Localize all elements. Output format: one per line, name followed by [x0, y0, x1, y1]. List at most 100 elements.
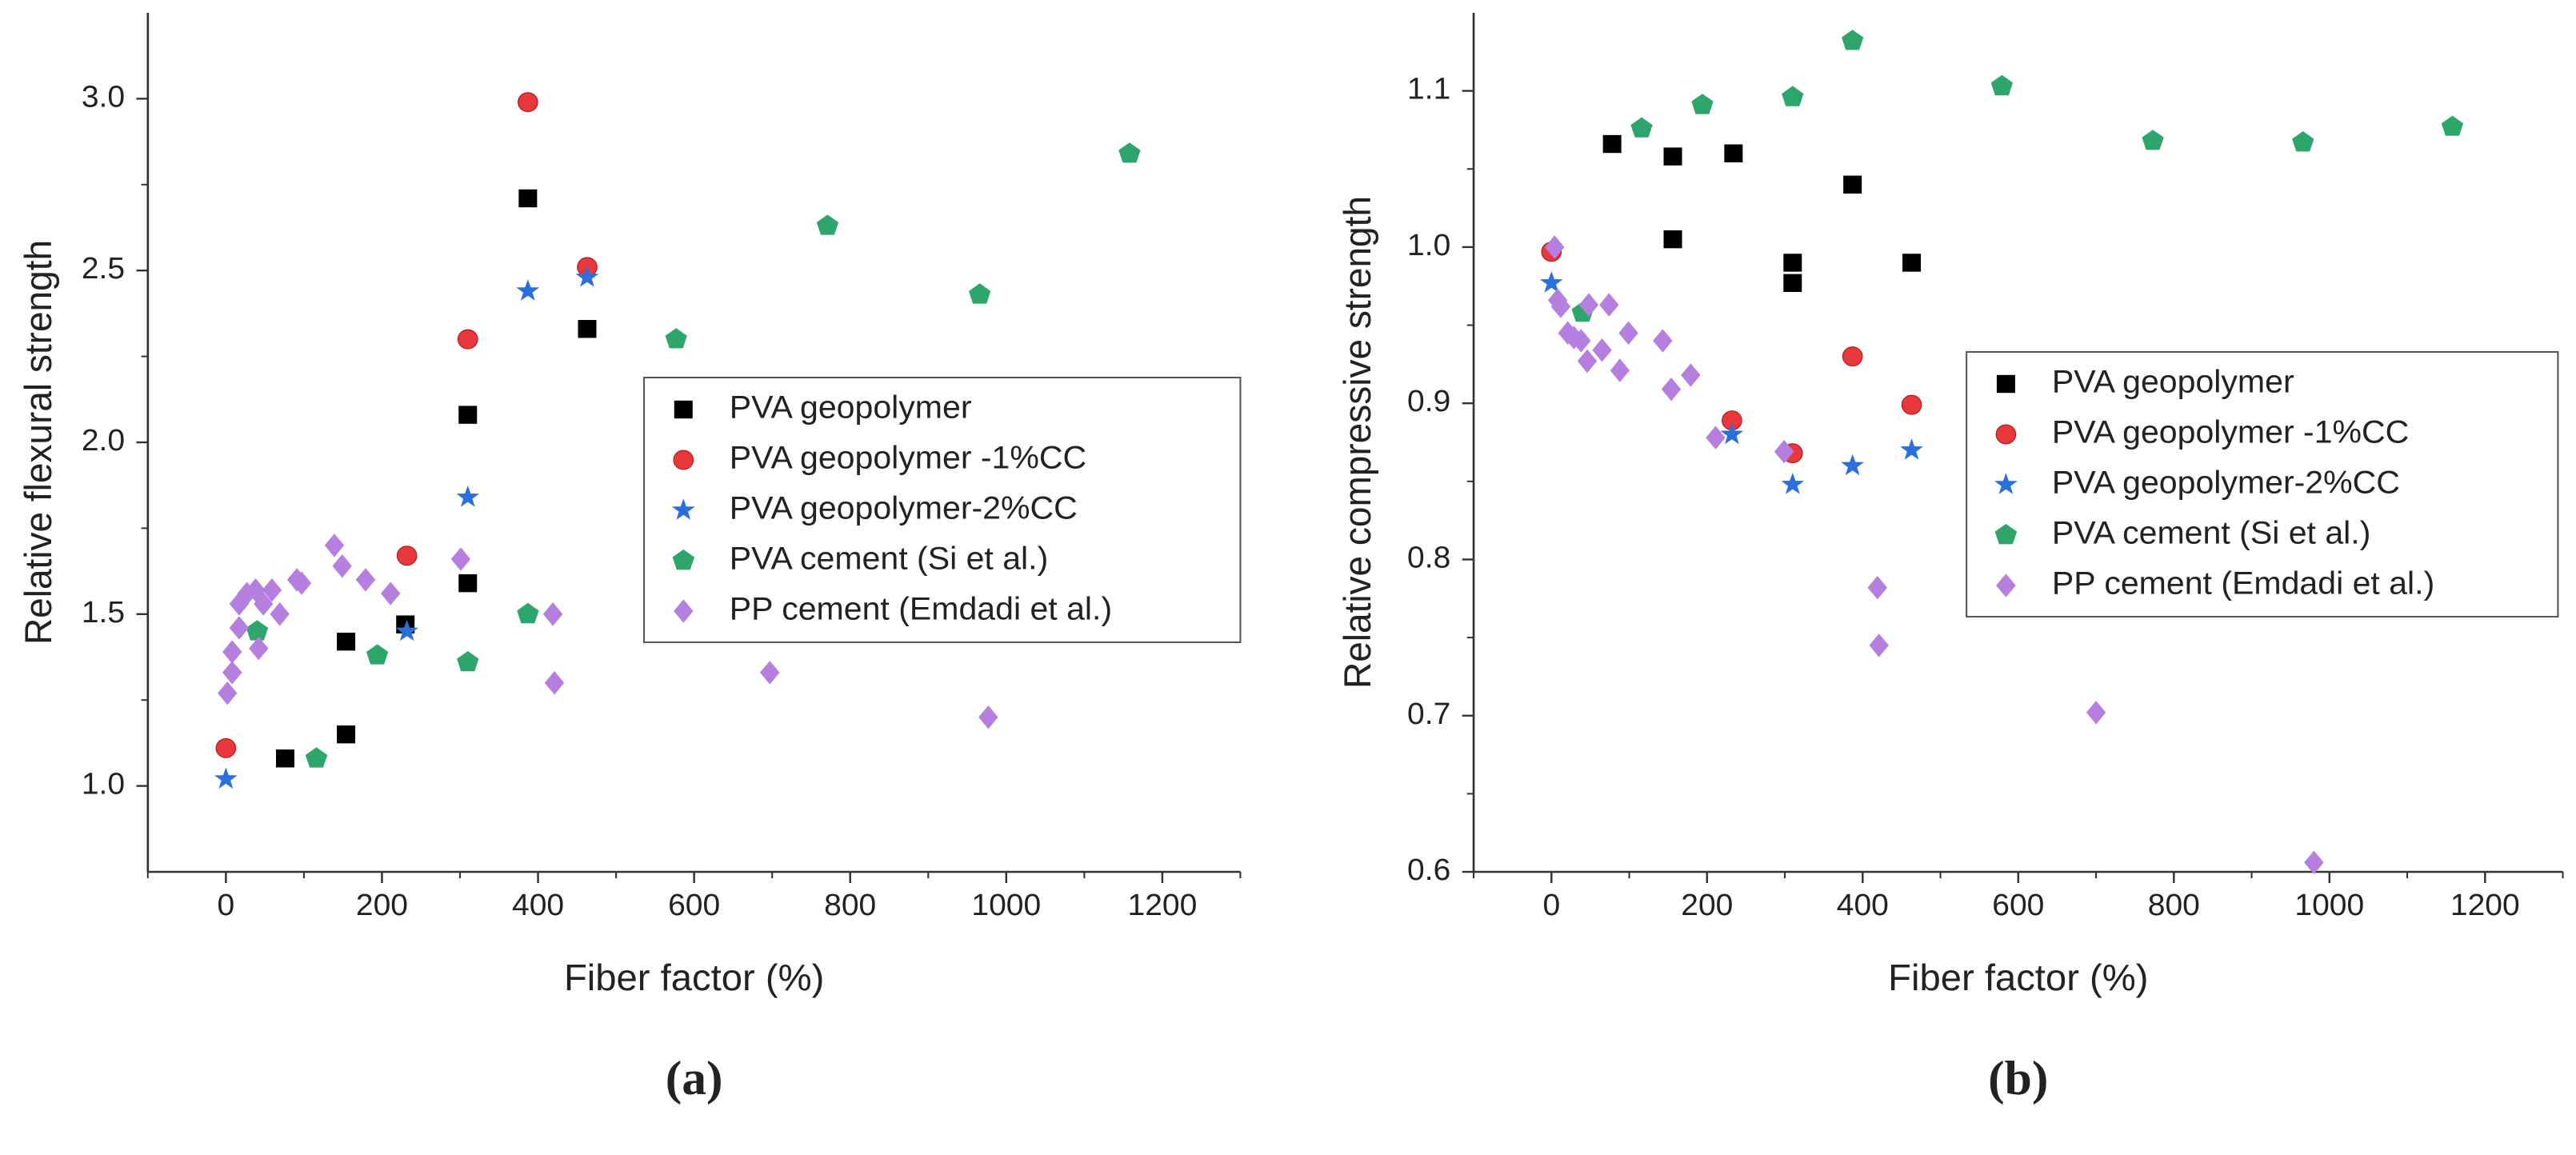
marker-diamond — [1681, 363, 1701, 387]
marker-square — [1783, 274, 1802, 293]
panel-label: (b) — [1988, 1052, 2048, 1105]
marker-square — [337, 725, 356, 744]
marker-circle — [457, 329, 478, 350]
marker-pentagon — [1842, 30, 1864, 50]
x-tick-label: 1000 — [2294, 888, 2364, 921]
y-tick-label: 0.8 — [1407, 541, 1450, 574]
x-axis-label: Fiber factor (%) — [1888, 957, 2148, 998]
marker-diamond — [1996, 574, 2016, 597]
y-tick-label: 2.0 — [82, 423, 125, 457]
marker-diamond — [1550, 294, 1571, 318]
marker-square — [674, 400, 693, 419]
y-tick-label: 1.0 — [1407, 228, 1450, 262]
legend-label: PP cement (Emdadi et al.) — [2052, 565, 2434, 601]
x-tick-label: 1200 — [1128, 888, 1198, 921]
marker-circle — [1995, 424, 2017, 445]
marker-square — [1783, 254, 1802, 272]
marker-square — [1663, 147, 1682, 166]
marker-square — [458, 574, 478, 593]
marker-star — [1994, 473, 2018, 494]
x-tick-label: 1000 — [971, 888, 1041, 921]
marker-diamond — [1661, 378, 1682, 402]
marker-pentagon — [665, 328, 687, 349]
x-tick-label: 0 — [218, 888, 235, 921]
marker-diamond — [1558, 321, 1578, 345]
marker-diamond — [381, 581, 401, 605]
legend-label: PVA geopolymer -1%CC — [2052, 414, 2409, 450]
marker-pentagon — [1990, 74, 2014, 96]
marker-diamond — [544, 671, 565, 695]
marker-diamond — [249, 637, 269, 661]
y-tick-label: 1.5 — [82, 595, 125, 629]
marker-diamond — [332, 554, 352, 578]
marker-diamond — [355, 568, 376, 592]
x-tick-label: 600 — [668, 888, 720, 921]
marker-star — [456, 486, 480, 507]
y-axis-label: Relative compressive strength — [1336, 196, 1378, 689]
marker-diamond — [262, 578, 282, 602]
legend-label: PVA geopolymer-2%CC — [2052, 464, 2400, 500]
legend-label: PVA cement (Si et al.) — [730, 540, 1048, 576]
marker-square — [1996, 374, 2015, 394]
marker-diamond — [1706, 426, 1726, 450]
y-tick-label: 1.0 — [82, 767, 125, 801]
x-tick-label: 200 — [1681, 888, 1733, 921]
marker-diamond — [1544, 235, 1565, 259]
marker-pentagon — [517, 602, 539, 624]
marker-diamond — [1592, 338, 1612, 362]
marker-diamond — [229, 616, 250, 640]
marker-square — [1602, 134, 1622, 154]
y-tick-label: 2.5 — [82, 252, 125, 286]
marker-square — [1843, 175, 1862, 194]
legend-label: PVA geopolymer-2%CC — [730, 490, 1078, 526]
marker-diamond — [222, 640, 242, 664]
y-tick-label: 0.6 — [1407, 853, 1450, 886]
marker-circle — [518, 92, 538, 113]
marker-diamond — [1869, 633, 1889, 657]
marker-diamond — [291, 571, 312, 595]
marker-square — [578, 320, 597, 338]
x-axis-label: Fiber factor (%) — [564, 957, 824, 998]
marker-diamond — [1774, 440, 1794, 464]
marker-circle — [673, 450, 694, 470]
y-tick-label: 1.1 — [1407, 72, 1450, 106]
marker-square — [337, 632, 356, 651]
marker-diamond — [1610, 358, 1630, 382]
marker-diamond — [270, 602, 290, 626]
marker-pentagon — [1691, 94, 1714, 114]
marker-diamond — [450, 547, 471, 571]
legend-label: PVA geopolymer — [730, 389, 972, 425]
marker-star — [214, 767, 238, 789]
y-axis-label: Relative flexural strength — [17, 240, 59, 645]
marker-pentagon — [2142, 130, 2164, 150]
x-tick-label: 200 — [356, 888, 408, 921]
panel-label: (a) — [666, 1052, 723, 1105]
legend-label: PP cement (Emdadi et al.) — [730, 590, 1112, 626]
marker-circle — [215, 737, 237, 758]
marker-square — [458, 406, 478, 424]
marker-diamond — [1571, 329, 1591, 353]
y-tick-label: 0.9 — [1407, 385, 1450, 418]
marker-diamond — [978, 705, 998, 729]
x-tick-label: 0 — [1542, 888, 1560, 921]
marker-square — [276, 749, 294, 768]
marker-diamond — [674, 599, 694, 623]
marker-star — [516, 279, 540, 301]
marker-star — [1841, 454, 1864, 476]
marker-diamond — [324, 534, 345, 558]
marker-pentagon — [457, 651, 479, 672]
y-tick-label: 3.0 — [82, 80, 125, 114]
legend-box — [642, 377, 1242, 643]
marker-diamond — [2086, 701, 2106, 725]
legend-label: PVA cement (Si et al.) — [2052, 514, 2370, 550]
marker-pentagon — [1782, 86, 1804, 106]
legend-box — [1966, 351, 2559, 617]
marker-star — [1540, 271, 1563, 293]
marker-square — [518, 189, 538, 208]
marker-diamond — [1577, 349, 1598, 374]
y-tick-label: 0.7 — [1407, 697, 1450, 730]
marker-diamond — [222, 661, 242, 685]
marker-diamond — [1599, 293, 1619, 317]
marker-diamond — [237, 581, 257, 605]
